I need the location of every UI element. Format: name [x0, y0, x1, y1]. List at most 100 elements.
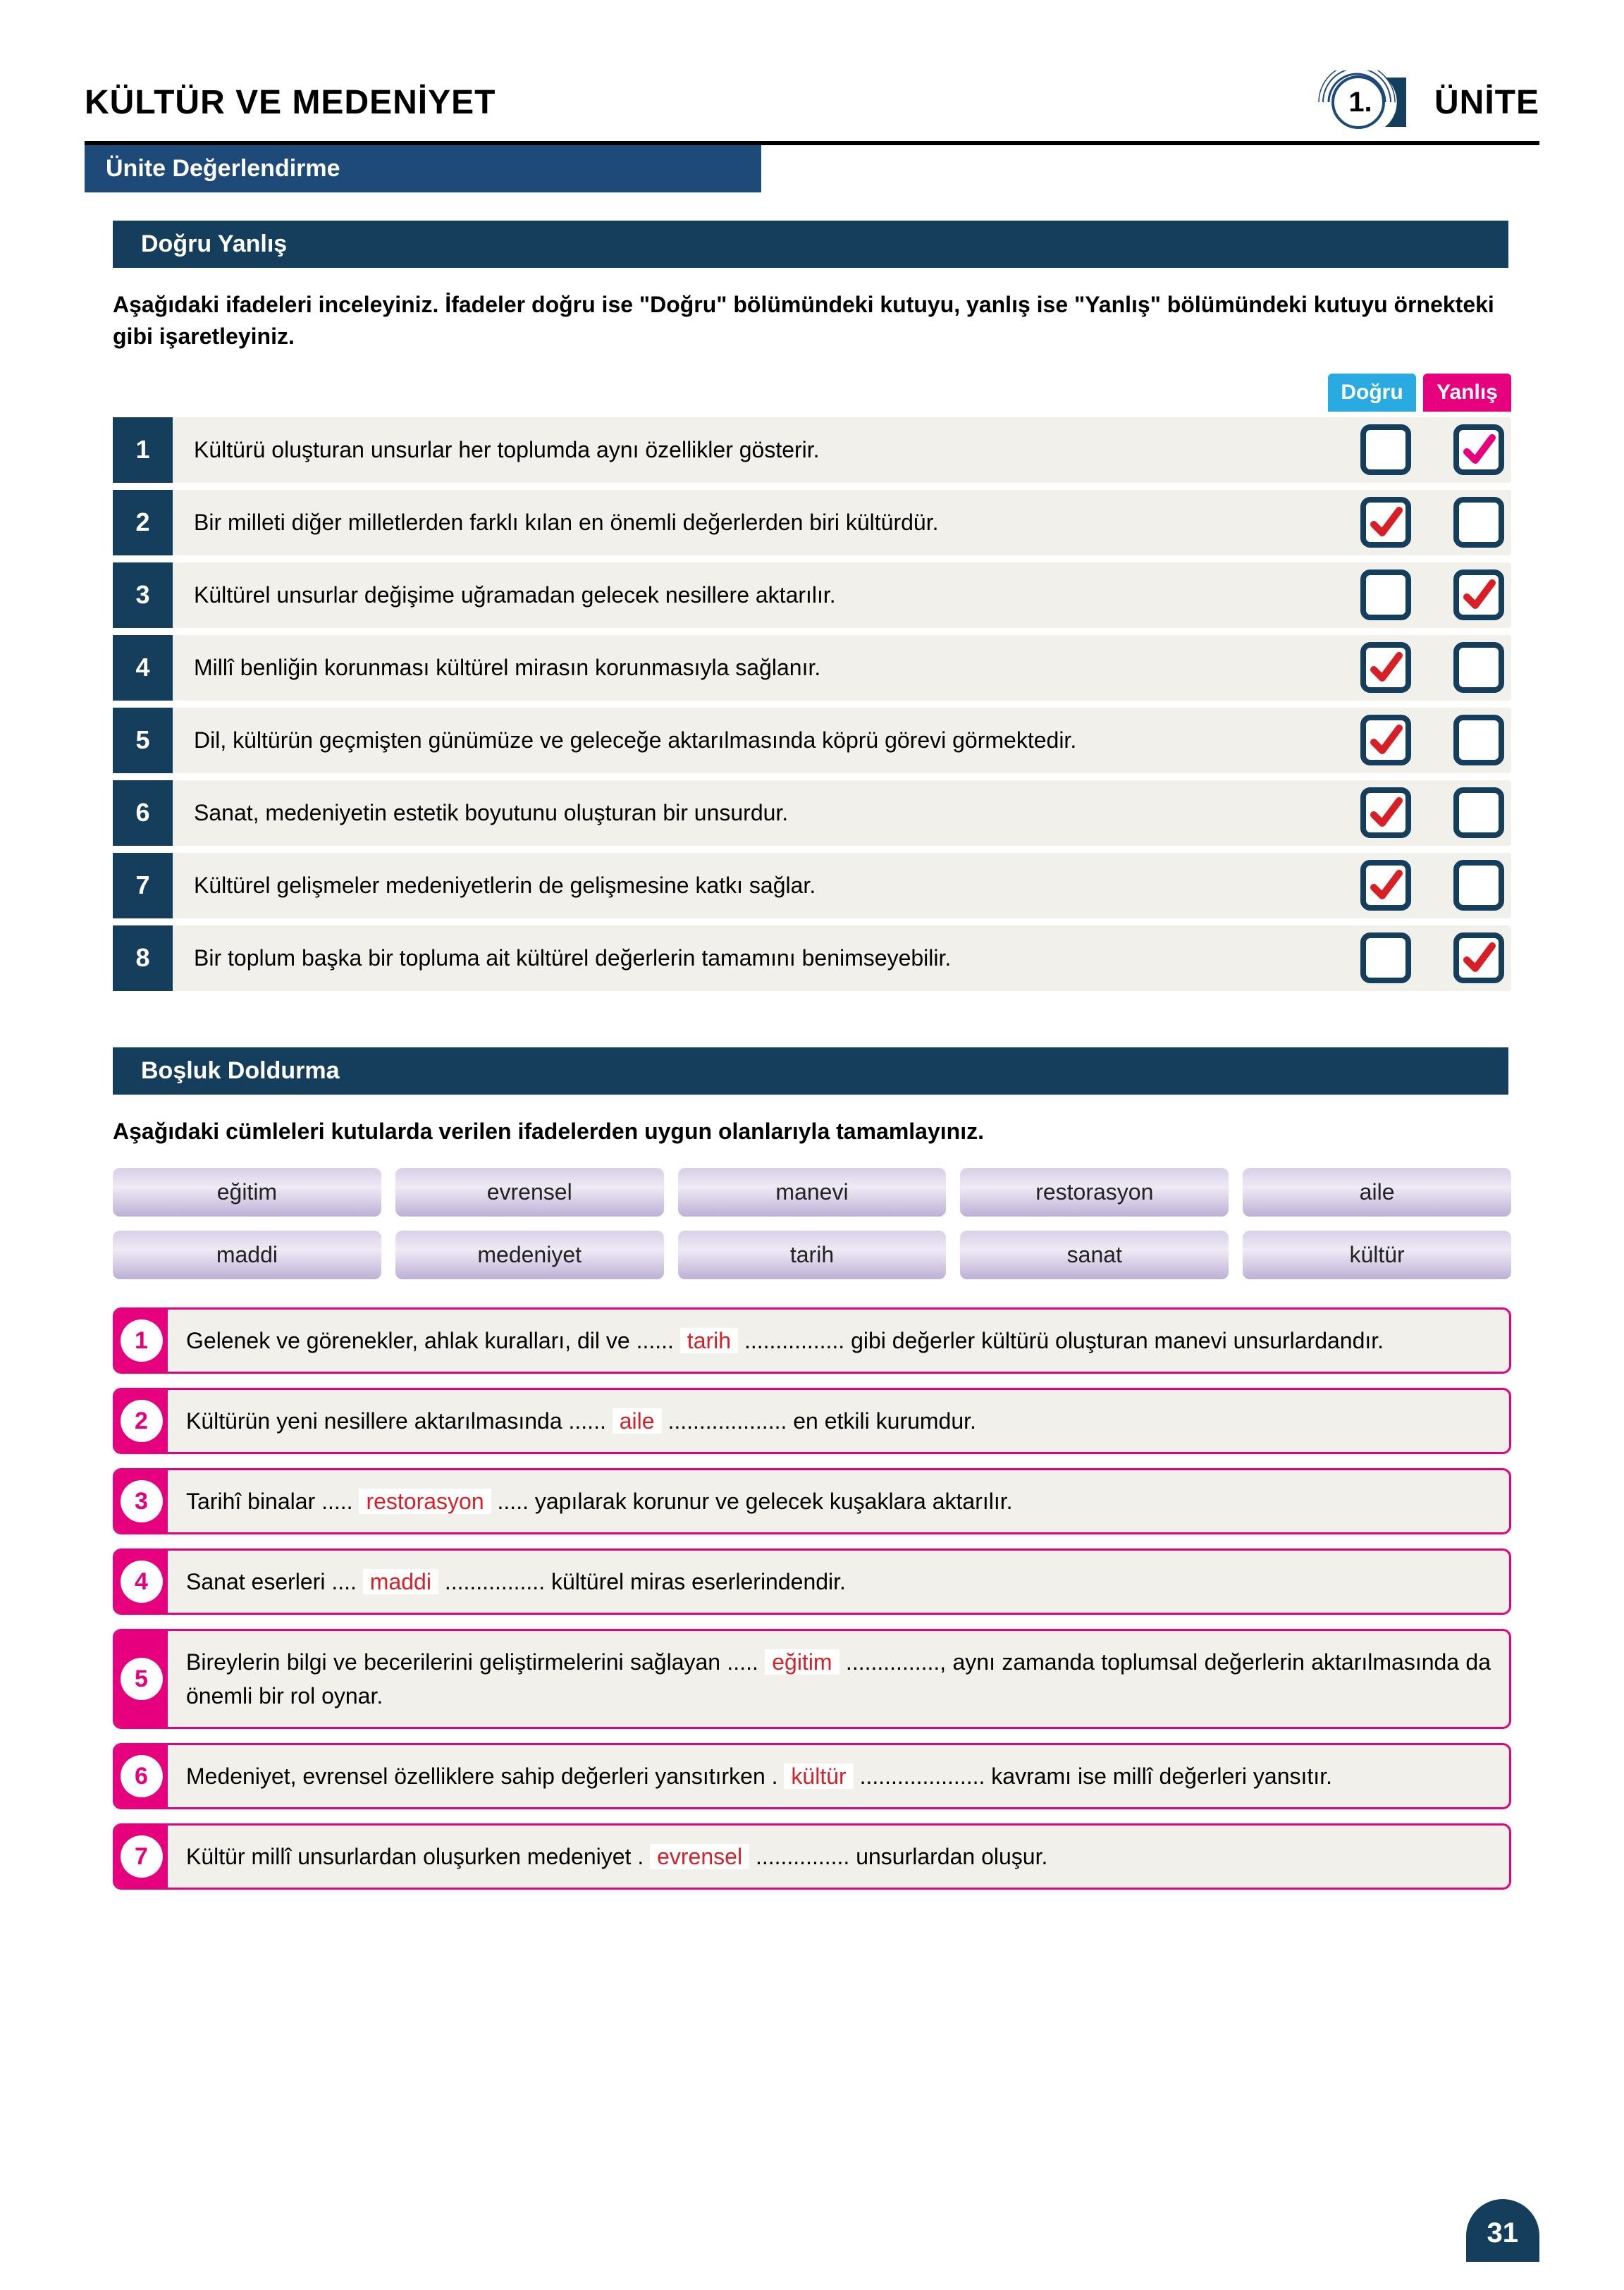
tf-row-number: 4	[113, 635, 173, 701]
fb-pre-text: Medeniyet, evrensel özelliklere sahip de…	[186, 1763, 778, 1789]
tf-row-text: Bir toplum başka bir topluma ait kültüre…	[173, 925, 1360, 991]
fb-row-number: 3	[121, 1480, 163, 1522]
checkbox-true[interactable]	[1360, 424, 1411, 475]
fb-row: 1 Gelenek ve görenekler, ahlak kuralları…	[113, 1307, 1511, 1374]
fb-row-text: Kültürün yeni nesillere aktarılmasında .…	[168, 1390, 1509, 1452]
tf-row: 1 Kültürü oluşturan unsurlar her toplumd…	[113, 417, 1511, 483]
tf-row-checks	[1360, 925, 1511, 991]
tf-row: 2 Bir milleti diğer milletlerden farklı …	[113, 490, 1511, 555]
page-title: KÜLTÜR VE MEDENİYET	[85, 83, 496, 122]
tf-row-text: Sanat, medeniyetin estetik boyutunu oluş…	[173, 780, 1360, 846]
fb-row-text: Tarihî binalar ..... restorasyon ..... y…	[168, 1470, 1509, 1532]
tf-row-text: Bir milleti diğer milletlerden farklı kı…	[173, 490, 1360, 555]
tf-row-number: 6	[113, 780, 173, 846]
fb-answer: tarih	[680, 1328, 738, 1353]
fb-answer: eğitim	[765, 1649, 839, 1675]
tf-row: 5 Dil, kültürün geçmişten günümüze ve ge…	[113, 708, 1511, 773]
fb-row: 3 Tarihî binalar ..... restorasyon .....…	[113, 1468, 1511, 1534]
fb-post-text: ................ gibi değerler kültürü o…	[744, 1328, 1384, 1353]
fb-post-text: ................... en etkili kurumdur.	[668, 1408, 976, 1434]
fb-post-text: ..... yapılarak korunur ve gelecek kuşak…	[498, 1489, 1013, 1514]
tf-row-checks	[1360, 562, 1511, 628]
tf-row-checks	[1360, 635, 1511, 701]
tf-label-false: Yanlış	[1423, 374, 1511, 412]
word-pill[interactable]: aile	[1243, 1168, 1511, 1217]
checkbox-true[interactable]	[1360, 715, 1411, 765]
checkbox-false[interactable]	[1453, 570, 1504, 620]
fb-row-number-wrap: 7	[115, 1826, 168, 1888]
tf-row-checks	[1360, 490, 1511, 555]
word-pill[interactable]: kültür	[1243, 1231, 1511, 1279]
fb-pre-text: Bireylerin bilgi ve becerilerini gelişti…	[186, 1649, 758, 1675]
fb-pre-text: Sanat eserleri ....	[186, 1569, 357, 1594]
fb-row-number: 7	[121, 1835, 163, 1878]
tf-row-number: 3	[113, 562, 173, 628]
fb-row-number-wrap: 3	[115, 1470, 168, 1532]
page-header: KÜLTÜR VE MEDENİYET 1. ÜNİTE	[85, 70, 1539, 134]
word-pill[interactable]: evrensel	[395, 1168, 664, 1217]
tf-column-headers: Doğru Yanlış	[113, 374, 1511, 412]
tf-row-text: Dil, kültürün geçmişten günümüze ve gele…	[173, 708, 1360, 773]
unit-badge: 1. ÜNİTE	[1315, 70, 1539, 134]
word-pill[interactable]: restorasyon	[960, 1168, 1229, 1217]
fb-row-number: 2	[121, 1400, 163, 1442]
fb-row-number: 1	[121, 1319, 163, 1362]
tf-row-checks	[1360, 417, 1511, 483]
checkbox-true[interactable]	[1360, 860, 1411, 911]
checkbox-false[interactable]	[1453, 932, 1504, 983]
fb-post-text: .................... kavramı ise millî d…	[860, 1763, 1332, 1789]
fb-pre-text: Kültürün yeni nesillere aktarılmasında .…	[186, 1408, 606, 1434]
word-pill[interactable]: eğitim	[113, 1168, 381, 1217]
fb-row-text: Medeniyet, evrensel özelliklere sahip de…	[168, 1745, 1509, 1807]
checkbox-true[interactable]	[1360, 932, 1411, 983]
fb-pre-text: Kültür millî unsurlardan oluşurken meden…	[186, 1844, 644, 1869]
tf-row-number: 5	[113, 708, 173, 773]
checkbox-false[interactable]	[1453, 497, 1504, 548]
tf-row-text: Kültürel gelişmeler medeniyetlerin de ge…	[173, 853, 1360, 918]
checkbox-false[interactable]	[1453, 715, 1504, 765]
checkbox-false[interactable]	[1453, 860, 1504, 911]
word-pill[interactable]: medeniyet	[395, 1231, 664, 1279]
fb-post-text: ............... unsurlardan oluşur.	[756, 1844, 1047, 1869]
fb-pre-text: Tarihî binalar .....	[186, 1489, 353, 1514]
checkbox-false[interactable]	[1453, 642, 1504, 693]
fb-row: 4 Sanat eserleri .... maddi ............…	[113, 1549, 1511, 1615]
checkbox-true[interactable]	[1360, 497, 1411, 548]
fb-answer: aile	[613, 1408, 662, 1434]
word-pill[interactable]: sanat	[960, 1231, 1229, 1279]
word-pill[interactable]: maddi	[113, 1231, 381, 1279]
tf-row-number: 1	[113, 417, 173, 483]
fb-section-title: Boşluk Doldurma	[113, 1047, 1508, 1095]
fb-post-text: ................ kültürel miras eserleri…	[445, 1569, 846, 1594]
page-number: 31	[1466, 2199, 1540, 2262]
tf-row: 6 Sanat, medeniyetin estetik boyutunu ol…	[113, 780, 1511, 846]
fb-row: 6 Medeniyet, evrensel özelliklere sahip …	[113, 1743, 1511, 1809]
fb-row: 5 Bireylerin bilgi ve becerilerini geliş…	[113, 1629, 1511, 1729]
checkbox-false[interactable]	[1453, 424, 1504, 475]
tf-section-title: Doğru Yanlış	[113, 221, 1508, 268]
unit-number: 1.	[1348, 87, 1372, 118]
tf-row-checks	[1360, 853, 1511, 918]
tf-row-text: Kültürü oluşturan unsurlar her toplumda …	[173, 417, 1360, 483]
tf-row-checks	[1360, 780, 1511, 846]
fb-row-text: Gelenek ve görenekler, ahlak kuralları, …	[168, 1310, 1509, 1372]
checkbox-true[interactable]	[1360, 787, 1411, 838]
word-pill[interactable]: manevi	[678, 1168, 947, 1217]
checkbox-false[interactable]	[1453, 787, 1504, 838]
tf-row-number: 2	[113, 490, 173, 555]
tf-row: 3 Kültürel unsurlar değişime uğramadan g…	[113, 562, 1511, 628]
fb-answer: evrensel	[650, 1844, 749, 1869]
checkbox-true[interactable]	[1360, 570, 1411, 620]
fb-row-number-wrap: 4	[115, 1551, 168, 1613]
tf-row-text: Millî benliğin korunması kültürel mirası…	[173, 635, 1360, 701]
word-pill[interactable]: tarih	[678, 1231, 947, 1279]
sub-header: Ünite Değerlendirme	[85, 145, 761, 192]
tf-row: 7 Kültürel gelişmeler medeniyetlerin de …	[113, 853, 1511, 918]
tf-instructions: Aşağıdaki ifadeleri inceleyiniz. İfadele…	[113, 289, 1511, 352]
tf-row: 4 Millî benliğin korunması kültürel mira…	[113, 635, 1511, 701]
tf-row-number: 7	[113, 853, 173, 918]
tf-label-true: Doğru	[1328, 374, 1416, 412]
checkbox-true[interactable]	[1360, 642, 1411, 693]
tf-row-text: Kültürel unsurlar değişime uğramadan gel…	[173, 562, 1360, 628]
unit-number-circle: 1.	[1315, 70, 1406, 134]
